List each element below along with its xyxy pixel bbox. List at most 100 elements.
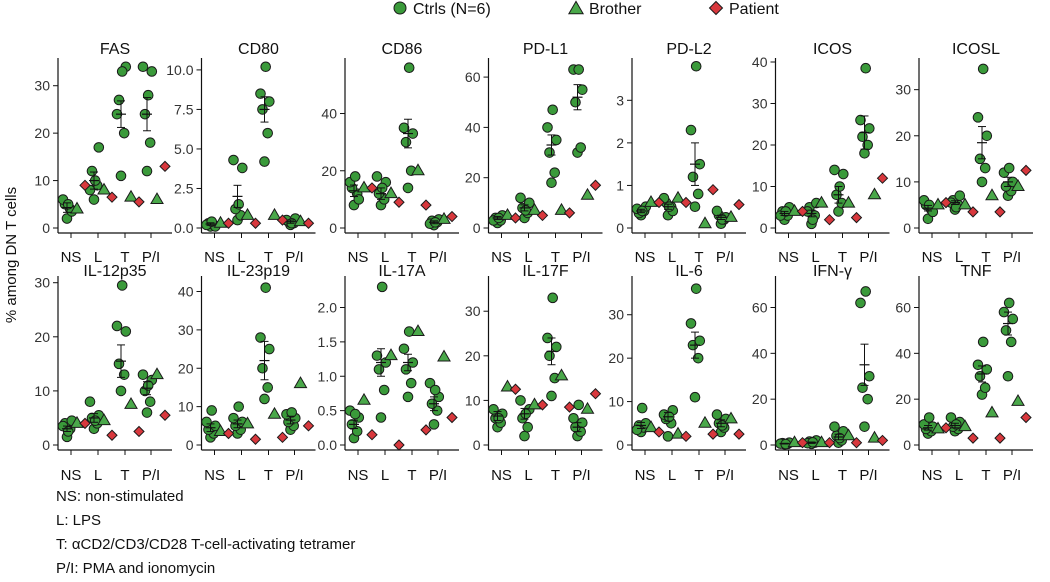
panel: FAS 0 10 20 30 NS L T P/I [34, 41, 172, 266]
y-tick-label: 20 [34, 329, 50, 345]
y-tick-label: 0 [42, 437, 50, 453]
ctrl-point [264, 96, 275, 107]
ctrl-point [689, 391, 701, 403]
y-tick-label: 40 [178, 284, 194, 300]
y-tick-label: 30 [34, 275, 50, 291]
ctrl-point [371, 350, 383, 361]
ctrl-point [93, 142, 105, 153]
ctrl-point [855, 114, 866, 126]
ctrl-point [923, 412, 935, 423]
panel: TNF 0 20 40 60 NS L T P/I [895, 263, 1033, 484]
brother-point [698, 216, 712, 229]
ctrl-point [286, 407, 298, 418]
panel-title: IL-12p35 [83, 263, 146, 280]
ctrl-point [116, 280, 128, 291]
patient-point [249, 217, 262, 229]
ctrl-point [549, 167, 561, 178]
y-tick-label: 0.0 [174, 220, 194, 236]
brother-point [671, 426, 685, 439]
patient-point [133, 425, 145, 438]
x-tick-label: L [237, 249, 245, 266]
x-tick-label: NS [348, 467, 369, 484]
patient-point [222, 217, 235, 229]
brother-point [958, 419, 972, 432]
y-tick-label: 2.0 [318, 300, 338, 316]
y-tick-label: 1.0 [318, 368, 338, 384]
y-tick-label: 10 [895, 174, 911, 190]
brother-point [240, 207, 255, 220]
panel-title: PD-L1 [523, 41, 568, 58]
brother-point [150, 367, 164, 380]
ctrl-point [551, 341, 562, 353]
x-tick-label: T [407, 467, 416, 484]
ctrl-point [201, 416, 212, 428]
y-tick-label: 40 [321, 106, 337, 122]
brother-point [437, 349, 451, 362]
brother-point [580, 187, 595, 200]
x-tick-label: P/I [716, 249, 734, 266]
brother-point [841, 428, 856, 441]
ctrl-point [862, 393, 874, 405]
patient-point [106, 191, 118, 203]
panel: IL-17A 0.0 0.5 1.0 1.5 2.0 NS L T P/I [318, 263, 459, 484]
ctrl-point [981, 130, 993, 142]
x-tick-label: T [981, 467, 990, 484]
panel: IL-23p19 0 10 20 30 40 NS L T P/I [178, 263, 316, 484]
ctrl-point [257, 362, 268, 374]
ctrl-point [378, 384, 390, 396]
ctrl-point [398, 343, 410, 355]
x-tick-label: T [838, 249, 847, 266]
ctrl-point [692, 188, 704, 200]
patient-point [876, 434, 889, 447]
y-tick-label: 10 [608, 394, 624, 410]
panel: ICOS 0 10 20 30 40 NS L T P/I [752, 41, 890, 266]
ctrl-point [86, 165, 98, 177]
ctrl-point [855, 297, 866, 309]
patient-point [653, 196, 665, 209]
ctrl-point [233, 401, 244, 412]
panel-title: CD80 [238, 41, 279, 58]
y-tick-label: 20 [34, 125, 50, 141]
x-tick-label: L [811, 249, 819, 266]
ctrl-point [144, 396, 156, 408]
brother-point [671, 190, 685, 203]
panel-title: IFN-γ [813, 263, 852, 280]
y-tick-label: 0 [903, 437, 911, 453]
ctrl-point [141, 407, 153, 418]
ctrl-point [376, 281, 388, 293]
panel-title: CD86 [382, 41, 423, 58]
brother-point [985, 188, 999, 201]
ctrl-point [262, 382, 274, 393]
ctrl-point [146, 66, 158, 77]
brother-point [1011, 393, 1025, 406]
ctrl-point [546, 390, 557, 402]
ctrl-point [807, 214, 819, 225]
ctrl-point [551, 134, 562, 146]
y-tick-label: 0.5 [318, 403, 338, 419]
x-tick-label: P/I [142, 249, 160, 266]
brother-point [527, 397, 542, 410]
ctrl-point [116, 66, 128, 77]
ctrl-point [115, 170, 127, 182]
y-tick-label: 0 [42, 220, 50, 236]
ctrl-point [522, 421, 534, 433]
footnote-ns: NS: non-stimulated [56, 488, 184, 505]
x-tick-label: L [668, 467, 676, 484]
x-tick-label: T [407, 249, 416, 266]
brother-point [500, 207, 515, 220]
ctrl-point [1000, 325, 1012, 336]
panel: PD-L2 0 1 2 3 NS L T P/I [616, 41, 746, 266]
y-tick-label: 40 [465, 119, 481, 135]
ctrl-point [1007, 313, 1019, 325]
ctrl-point [137, 61, 149, 73]
ctrl-point [864, 123, 875, 134]
brother-point [124, 396, 138, 409]
x-tick-label: P/I [429, 249, 447, 266]
ctrl-point [690, 283, 702, 294]
brother-point [150, 192, 164, 205]
ctrl-point [690, 60, 702, 72]
x-tick-label: P/I [285, 249, 303, 266]
legend-label: Patient [729, 1, 779, 18]
legend-label: Ctrls (N=6) [413, 1, 491, 18]
